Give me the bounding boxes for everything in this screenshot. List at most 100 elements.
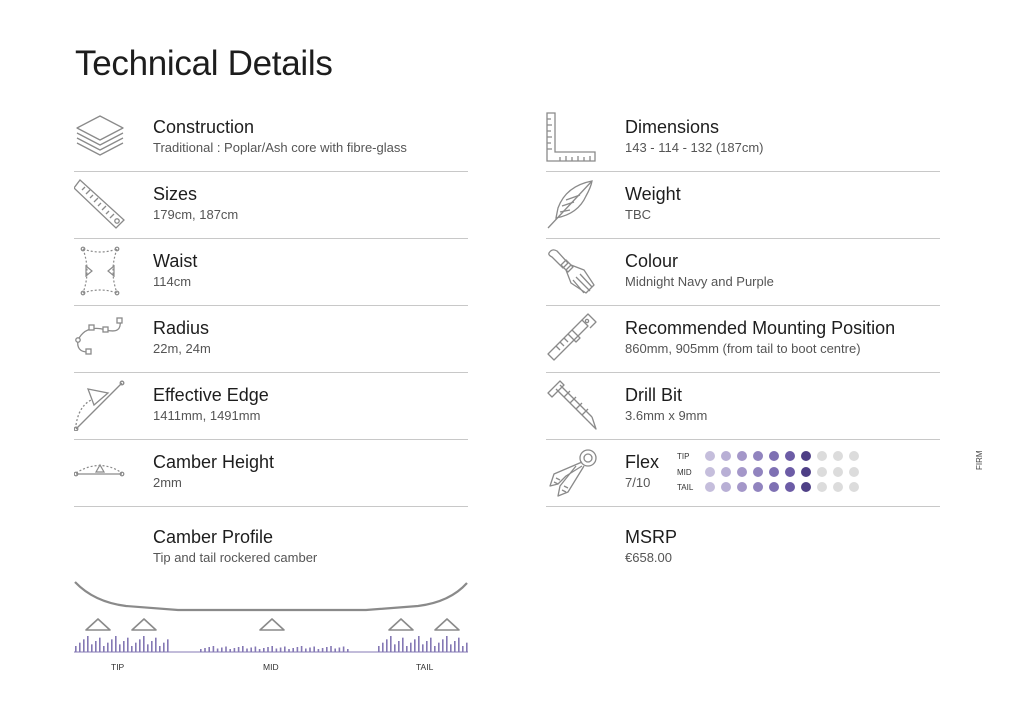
spec-value: Tip and tail rockered camber — [153, 550, 318, 565]
spec-value: 22m, 24m — [153, 341, 211, 356]
profile-bar — [95, 641, 97, 652]
profile-bar — [99, 637, 101, 652]
contact-point-triangle — [388, 618, 414, 631]
profile-bar — [75, 646, 77, 652]
profile-bar — [208, 647, 210, 652]
profile-bar — [292, 648, 294, 652]
flex-row-label: TIP — [677, 452, 690, 461]
profile-bar — [246, 648, 248, 652]
flex-dot — [833, 451, 843, 461]
spec-label: MSRP — [625, 527, 678, 547]
profile-bar — [233, 648, 236, 652]
caliper-icon — [546, 312, 598, 364]
spec-row-flex: Flex 7/10 TIP MID TAIL FIRM — [546, 440, 984, 507]
flex-dot — [849, 451, 859, 461]
spec-row-sizes: Sizes 179cm, 187cm — [73, 172, 468, 239]
camber-profile-graphic: TIP MID TAIL — [74, 578, 470, 678]
spec-label: Effective Edge — [153, 385, 269, 405]
profile-bar — [284, 646, 286, 652]
spec-row-dimensions: Dimensions 143 - 114 - 132 (187cm) — [546, 105, 940, 172]
flex-dot — [785, 482, 795, 492]
profile-bar — [458, 637, 460, 652]
profile-bar — [434, 646, 436, 652]
spec-value: 7/10 — [625, 475, 651, 490]
profile-bar — [426, 641, 428, 652]
flex-dot — [801, 482, 811, 492]
profile-bar — [103, 646, 105, 652]
profile-bar — [200, 649, 202, 652]
profile-label-tail: TAIL — [416, 662, 434, 672]
profile-bar — [79, 642, 81, 652]
profile-bar — [454, 641, 456, 652]
profile-bar — [131, 646, 133, 652]
right-column: Dimensions 143 - 114 - 132 (187cm) Weigh… — [546, 105, 984, 573]
flex-dot — [721, 482, 731, 492]
spec-label: Camber Height — [153, 452, 275, 472]
profile-bar — [326, 647, 328, 652]
flex-dot — [785, 451, 795, 461]
profile-bar — [83, 639, 85, 652]
paintbrush-icon — [546, 245, 598, 297]
profile-bar — [250, 647, 252, 652]
flex-dot — [705, 451, 715, 461]
flex-dot — [737, 451, 747, 461]
profile-bar — [119, 644, 121, 652]
profile-bar — [438, 642, 440, 652]
profile-bar — [151, 641, 153, 652]
flex-row-label: MID — [677, 467, 692, 477]
flex-dot — [753, 482, 763, 492]
page-title: Technical Details — [75, 44, 333, 83]
profile-label-mid: MID — [263, 662, 279, 672]
flex-dot — [817, 466, 827, 477]
spec-row-construction: Construction Traditional : Poplar/Ash co… — [74, 105, 468, 172]
flex-firm-label: FIRM — [975, 450, 984, 470]
spec-label: Camber Profile — [153, 527, 274, 547]
profile-bar — [390, 636, 392, 652]
contact-point-triangle — [131, 618, 157, 631]
flex-dot — [833, 482, 843, 492]
profile-bar — [204, 648, 206, 652]
spec-row-camber-profile: Camber Profile Tip and tail rockered cam… — [74, 507, 468, 573]
flex-dot — [817, 482, 827, 492]
spec-row-weight: Weight TBC — [546, 172, 940, 239]
profile-bar — [342, 646, 345, 652]
flex-dot — [705, 482, 715, 492]
flex-dot — [769, 482, 779, 492]
profile-bar — [410, 642, 412, 652]
flex-dot — [817, 451, 827, 461]
profile-bar — [309, 647, 311, 652]
profile-bar — [394, 644, 396, 652]
flex-dot — [785, 466, 795, 477]
flex-dot — [769, 451, 779, 461]
profile-bar — [159, 646, 161, 652]
layers-icon — [74, 111, 126, 163]
flex-dot — [769, 466, 779, 477]
feather-icon — [546, 178, 598, 230]
spec-label: Radius — [153, 318, 210, 338]
profile-bar — [258, 649, 261, 652]
flex-dot — [737, 466, 747, 477]
profile-bar — [271, 646, 273, 652]
flex-dot — [705, 466, 715, 477]
profile-bar — [321, 648, 324, 652]
profile-bar — [386, 639, 388, 652]
profile-bar — [237, 647, 240, 652]
profile-bar — [167, 639, 169, 652]
profile-bar — [317, 649, 320, 652]
profile-bar — [127, 637, 129, 652]
contact-point-triangle — [259, 618, 285, 631]
hand-grip-icon — [546, 446, 598, 498]
board-profile-curve — [74, 581, 468, 612]
profile-bar — [267, 647, 269, 652]
profile-bar — [242, 646, 244, 652]
profile-bar — [288, 649, 290, 652]
flex-dot — [721, 466, 731, 477]
spec-row-waist: Waist 114cm — [74, 239, 468, 306]
profile-bar — [305, 648, 307, 652]
profile-bar — [338, 647, 341, 652]
waist-icon — [74, 245, 126, 297]
set-square-icon — [546, 111, 598, 163]
spec-value: 1411mm, 1491mm — [153, 408, 261, 423]
profile-bar — [450, 644, 452, 652]
spec-value: 114cm — [153, 274, 192, 289]
